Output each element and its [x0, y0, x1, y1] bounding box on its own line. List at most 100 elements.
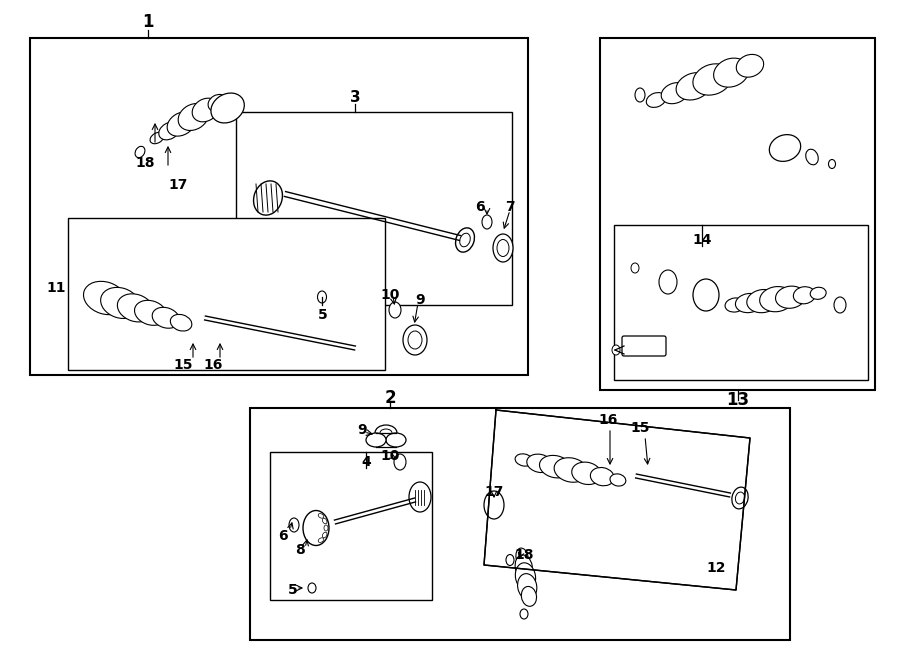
Text: 9: 9 [415, 293, 425, 307]
Ellipse shape [303, 510, 329, 545]
Ellipse shape [659, 270, 677, 294]
Ellipse shape [515, 454, 533, 466]
Ellipse shape [631, 263, 639, 273]
Ellipse shape [646, 93, 666, 108]
Text: 1: 1 [142, 13, 154, 31]
Ellipse shape [84, 282, 127, 315]
Ellipse shape [515, 555, 533, 579]
Ellipse shape [322, 532, 327, 538]
Text: 18: 18 [514, 548, 534, 562]
Ellipse shape [409, 482, 431, 512]
Ellipse shape [152, 307, 179, 329]
Ellipse shape [178, 104, 209, 130]
Bar [270, 452, 432, 600]
Ellipse shape [170, 315, 192, 331]
Ellipse shape [389, 302, 401, 318]
Ellipse shape [735, 293, 762, 313]
Ellipse shape [408, 331, 422, 349]
Ellipse shape [403, 325, 427, 355]
Text: 11: 11 [46, 281, 66, 295]
Ellipse shape [375, 425, 397, 441]
Ellipse shape [193, 98, 219, 122]
Ellipse shape [806, 149, 818, 165]
Text: 6: 6 [278, 529, 288, 543]
Ellipse shape [610, 474, 626, 486]
Text: 16: 16 [598, 413, 617, 427]
Ellipse shape [572, 462, 601, 485]
Text: 15: 15 [630, 421, 650, 435]
Ellipse shape [736, 54, 764, 77]
Text: 12: 12 [706, 561, 725, 575]
Ellipse shape [318, 291, 327, 303]
Ellipse shape [211, 93, 244, 123]
Text: 5: 5 [318, 308, 328, 322]
Ellipse shape [539, 455, 572, 478]
Ellipse shape [735, 492, 744, 504]
Ellipse shape [776, 286, 806, 308]
Text: 6: 6 [475, 200, 485, 214]
Ellipse shape [254, 181, 283, 215]
Text: 9: 9 [357, 423, 367, 437]
Ellipse shape [482, 215, 492, 229]
Text: 10: 10 [381, 288, 400, 302]
Ellipse shape [322, 518, 327, 524]
Text: 15: 15 [173, 358, 193, 372]
Bar [614, 225, 868, 380]
Text: 8: 8 [295, 543, 305, 557]
Ellipse shape [770, 135, 801, 161]
Text: 3: 3 [350, 91, 360, 106]
Ellipse shape [289, 518, 299, 532]
Ellipse shape [693, 279, 719, 311]
Ellipse shape [676, 73, 711, 100]
Ellipse shape [520, 609, 528, 619]
Text: 4: 4 [361, 455, 371, 469]
Ellipse shape [732, 487, 748, 509]
Text: 14: 14 [692, 233, 712, 247]
Ellipse shape [662, 83, 688, 104]
Ellipse shape [810, 288, 826, 299]
Ellipse shape [484, 491, 504, 519]
Bar [376, 433, 396, 447]
Ellipse shape [117, 294, 154, 322]
Ellipse shape [366, 433, 386, 447]
Ellipse shape [497, 239, 509, 256]
Ellipse shape [158, 122, 179, 140]
Ellipse shape [150, 132, 164, 143]
Ellipse shape [167, 112, 195, 136]
Text: 10: 10 [381, 449, 400, 463]
Text: 5: 5 [288, 583, 298, 597]
Ellipse shape [516, 563, 536, 590]
Ellipse shape [380, 429, 392, 437]
Ellipse shape [319, 514, 324, 518]
Bar [30, 38, 528, 375]
Ellipse shape [834, 297, 846, 313]
Ellipse shape [460, 233, 471, 247]
Bar [68, 218, 385, 370]
Ellipse shape [493, 234, 513, 262]
Ellipse shape [516, 548, 528, 566]
Text: 13: 13 [726, 391, 750, 409]
Text: 2: 2 [384, 389, 396, 407]
Ellipse shape [829, 159, 835, 169]
Ellipse shape [635, 88, 645, 102]
Ellipse shape [590, 467, 614, 486]
Ellipse shape [386, 433, 406, 447]
Ellipse shape [506, 555, 514, 566]
Text: 18: 18 [135, 156, 155, 170]
Ellipse shape [134, 300, 166, 325]
Ellipse shape [760, 287, 794, 312]
Text: 7: 7 [505, 200, 515, 214]
Ellipse shape [794, 287, 815, 304]
Ellipse shape [725, 298, 745, 312]
Ellipse shape [135, 146, 145, 158]
Ellipse shape [319, 538, 324, 543]
Polygon shape [484, 410, 750, 590]
Ellipse shape [554, 457, 588, 483]
Ellipse shape [308, 583, 316, 593]
Text: 17: 17 [484, 485, 504, 499]
Ellipse shape [612, 345, 620, 355]
Bar [250, 408, 790, 640]
Ellipse shape [394, 454, 406, 470]
Ellipse shape [521, 586, 536, 606]
Ellipse shape [714, 58, 749, 87]
